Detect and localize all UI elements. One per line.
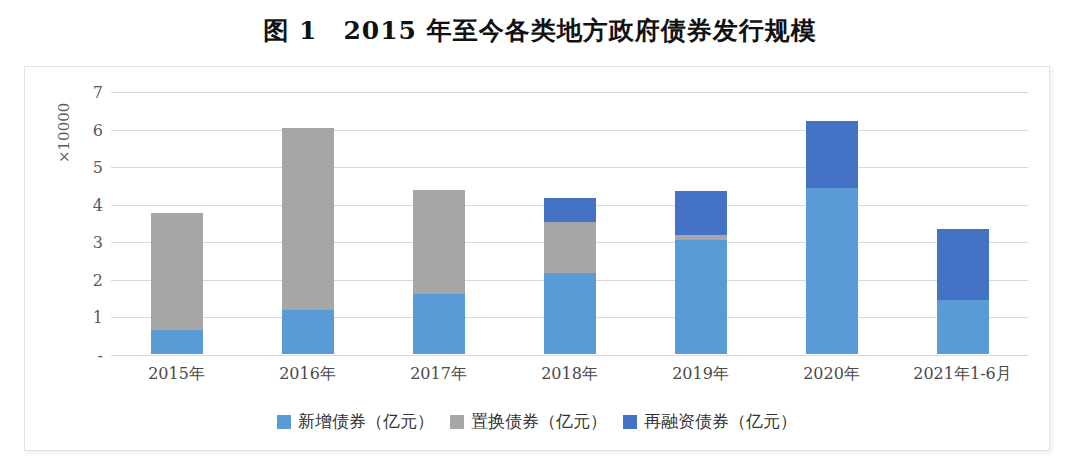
legend-label: 再融资债券（亿元） bbox=[644, 410, 797, 433]
bar-stack bbox=[151, 213, 203, 354]
bar-segment bbox=[806, 188, 858, 354]
y-tick-label: 1 bbox=[33, 308, 103, 327]
bar-segment bbox=[151, 330, 203, 354]
bar-stack bbox=[544, 198, 596, 354]
legend-label: 新增债券（亿元） bbox=[298, 410, 434, 433]
bar-segment bbox=[937, 229, 989, 299]
y-tick-label: - bbox=[33, 346, 103, 365]
x-axis-label: 2017年 bbox=[373, 364, 504, 385]
y-tick-label: 4 bbox=[33, 196, 103, 215]
gridline bbox=[111, 130, 1028, 131]
x-axis-label: 2021年1-6月 bbox=[897, 364, 1028, 385]
x-axis-label: 2020年 bbox=[766, 364, 897, 385]
bar-stack bbox=[806, 121, 858, 354]
chart-frame: ×10000 -1234567 2015年2016年2017年2018年2019… bbox=[24, 66, 1050, 451]
bar-segment bbox=[544, 273, 596, 354]
bar-stack bbox=[413, 190, 465, 354]
x-axis-label: 2016年 bbox=[242, 364, 373, 385]
plot-area bbox=[111, 92, 1028, 355]
bar-segment bbox=[544, 222, 596, 273]
bar-segment bbox=[413, 190, 465, 294]
x-axis-label: 2018年 bbox=[504, 364, 635, 385]
legend: 新增债券（亿元） 置换债券（亿元） 再融资债券（亿元） bbox=[25, 410, 1049, 433]
y-tick-label: 5 bbox=[33, 158, 103, 177]
legend-label: 置换债券（亿元） bbox=[471, 410, 607, 433]
gridline bbox=[111, 167, 1028, 168]
bar-segment bbox=[413, 294, 465, 354]
y-tick-label: 3 bbox=[33, 233, 103, 252]
bar-segment bbox=[937, 300, 989, 354]
bar-segment bbox=[282, 310, 334, 354]
legend-item: 再融资债券（亿元） bbox=[623, 410, 797, 433]
x-axis-label: 2019年 bbox=[635, 364, 766, 385]
bar-segment bbox=[675, 191, 727, 235]
y-tick-label: 7 bbox=[33, 83, 103, 102]
legend-swatch-icon bbox=[277, 415, 291, 429]
bar-segment bbox=[675, 235, 727, 240]
bar-stack bbox=[937, 229, 989, 354]
legend-swatch-icon bbox=[623, 415, 637, 429]
y-tick-label: 6 bbox=[33, 121, 103, 140]
legend-item: 置换债券（亿元） bbox=[450, 410, 607, 433]
gridline bbox=[111, 92, 1028, 93]
bar-segment bbox=[544, 198, 596, 222]
x-axis-label: 2015年 bbox=[111, 364, 242, 385]
bar-stack bbox=[675, 191, 727, 354]
chart-title: 图 1 2015 年至今各类地方政府债券发行规模 bbox=[0, 14, 1080, 47]
bar-stack bbox=[282, 128, 334, 354]
gridline bbox=[111, 355, 1028, 356]
bar-segment bbox=[806, 121, 858, 188]
bar-segment bbox=[675, 240, 727, 354]
bar-segment bbox=[151, 213, 203, 330]
bar-segment bbox=[282, 128, 334, 310]
legend-swatch-icon bbox=[450, 415, 464, 429]
legend-item: 新增债券（亿元） bbox=[277, 410, 434, 433]
y-tick-label: 2 bbox=[33, 271, 103, 290]
